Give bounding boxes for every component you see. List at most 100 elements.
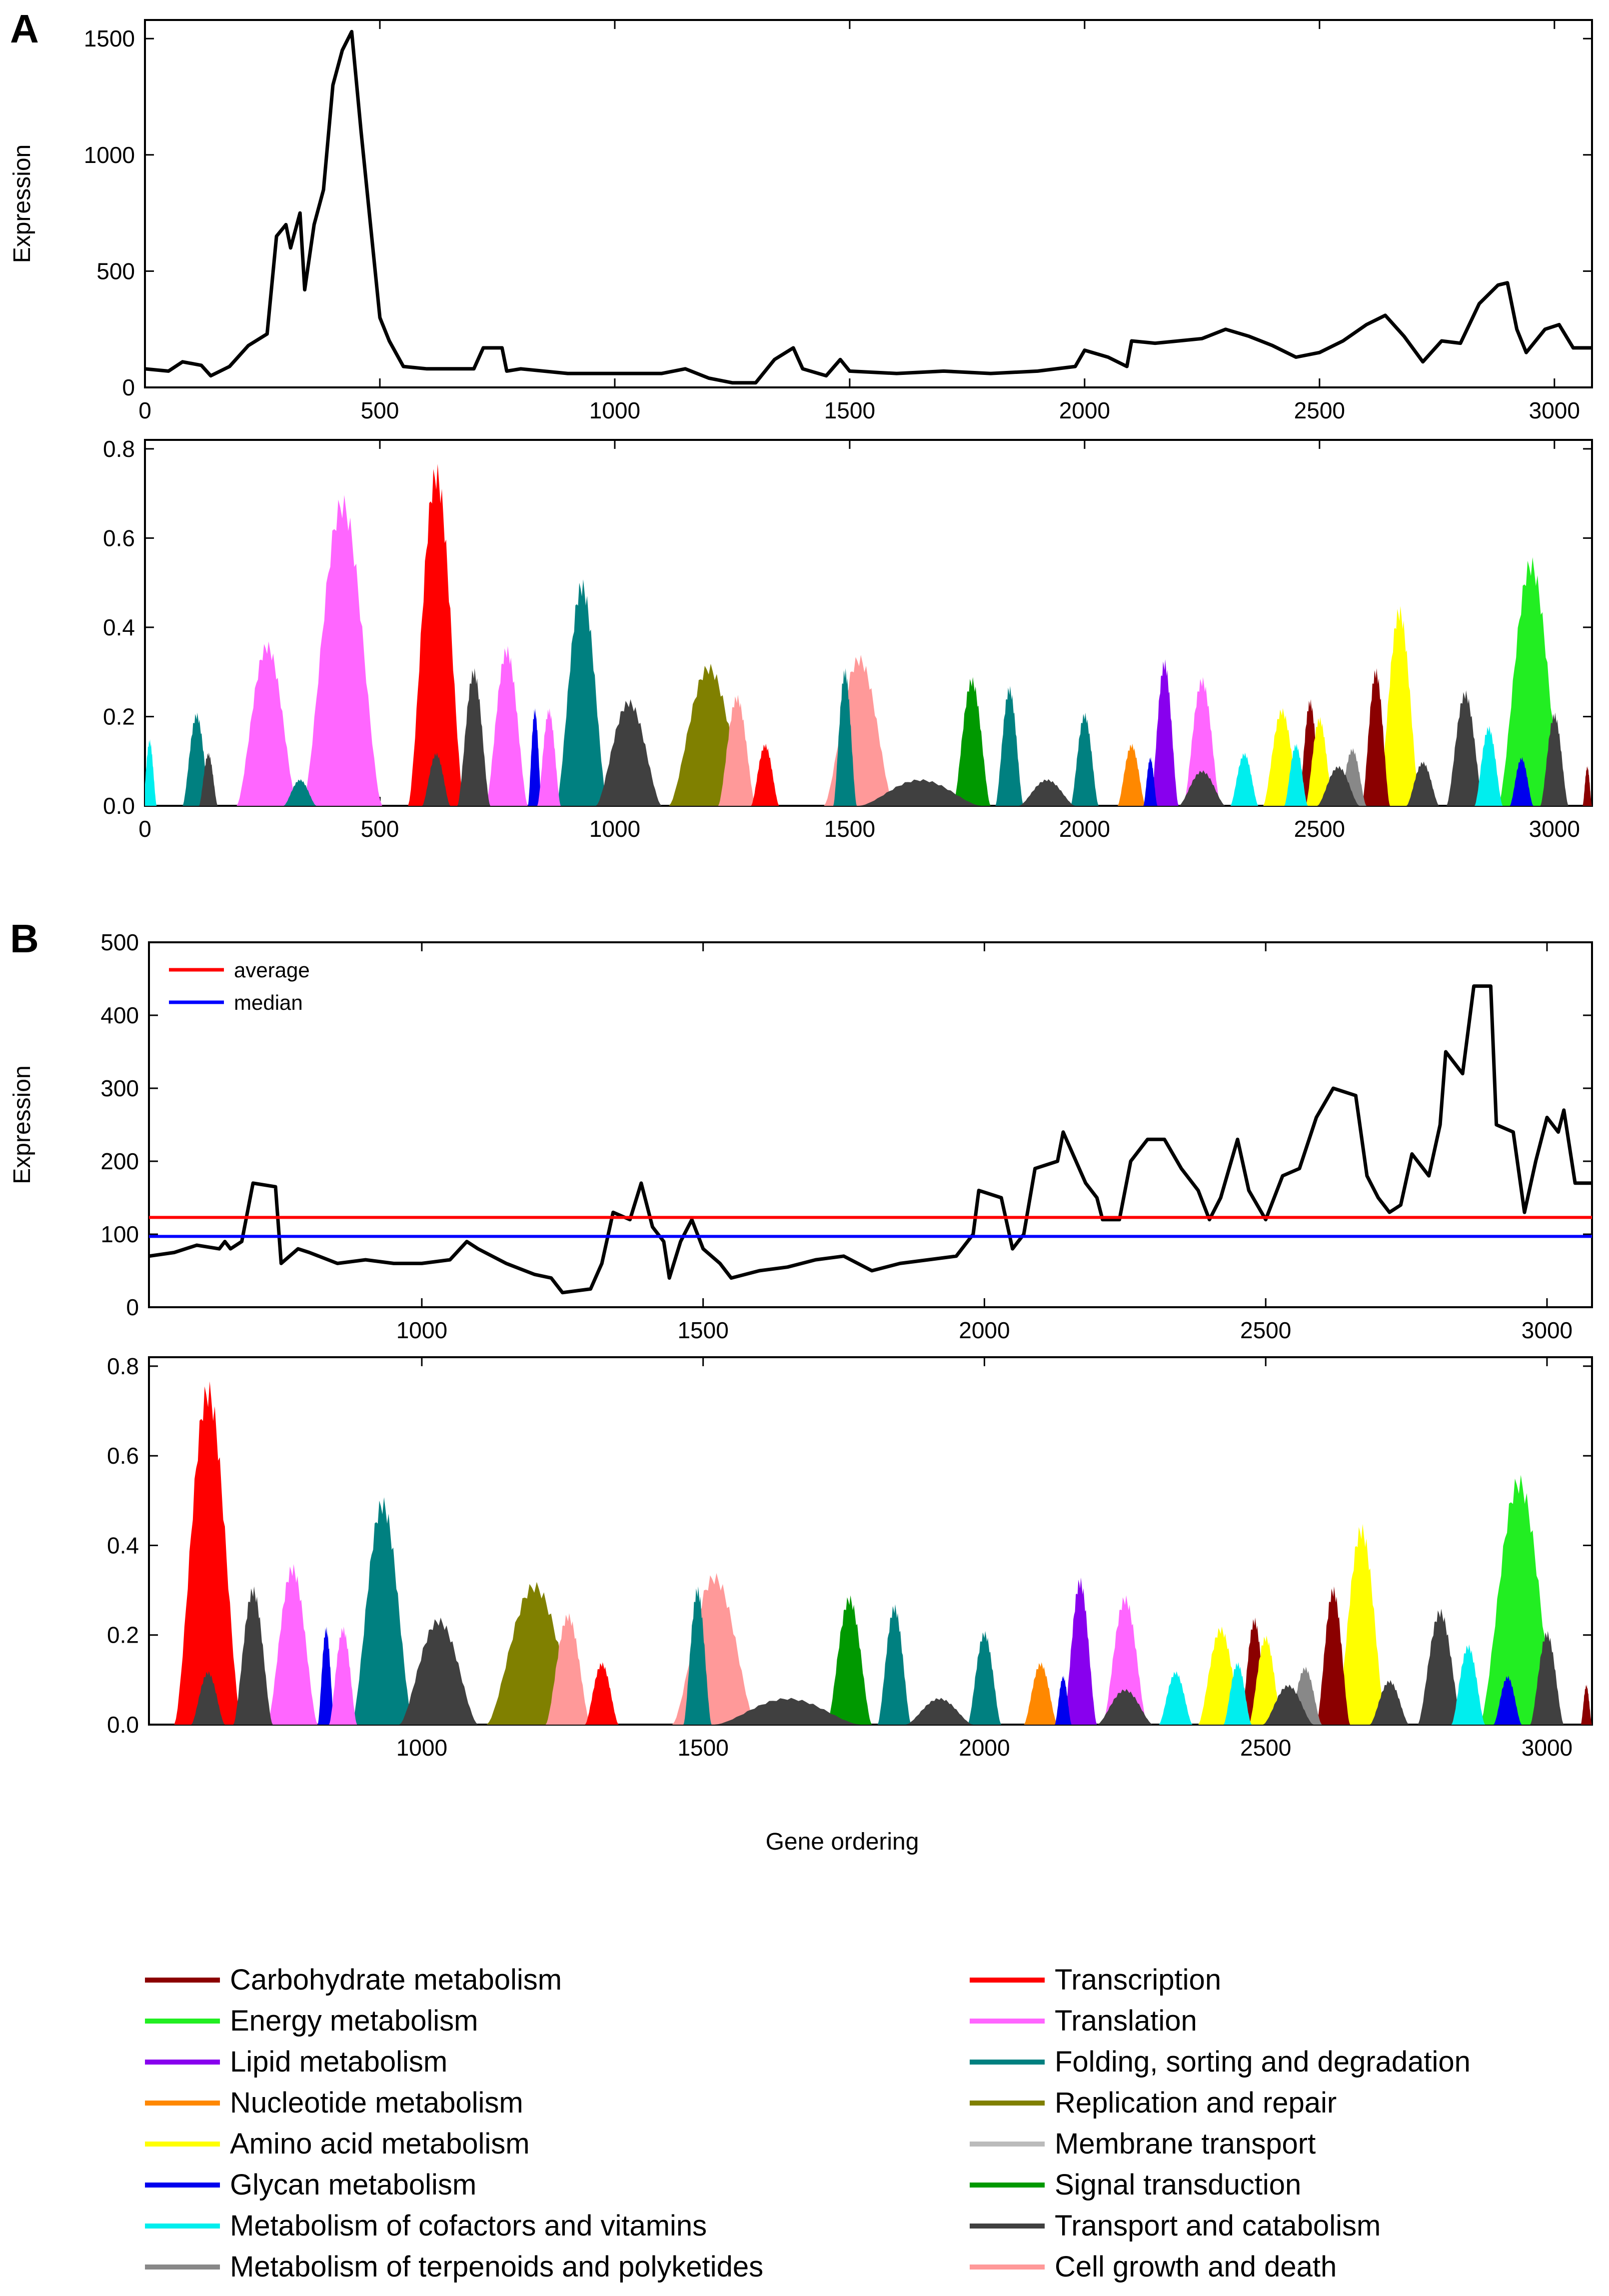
area-peak: [1150, 659, 1179, 806]
x-tick-label: 1000: [396, 1317, 447, 1343]
legend-swatch: [970, 2101, 1045, 2106]
figure-canvas: A B 0 500 1000 1500 2000 2500 3000050010001500…: [0, 6, 1593, 1855]
area-peak: [236, 641, 298, 806]
panel-a-expression-chart: 0 500 1000 1500 2000 2500 3000 0 500 1000 1500 Expr…: [9, 19, 1593, 423]
area-peak: [1097, 1689, 1154, 1725]
area-peak: [1249, 1635, 1283, 1725]
legend-label: Metabolism of cofactors and vitamins: [230, 2210, 707, 2242]
legend-label: Transport and catabolism: [1055, 2210, 1381, 2242]
area-peak: [1055, 1675, 1072, 1725]
x-tick-label: 1000: [589, 816, 640, 842]
y-tick-label: 0.8: [103, 436, 135, 462]
x-tick-label: 1500: [677, 1735, 728, 1761]
x-tick-label: 1500: [824, 816, 875, 842]
area-peak: [1362, 668, 1390, 806]
area-peak: [1406, 761, 1440, 806]
area-peak: [1284, 743, 1308, 806]
plot-frame: [144, 19, 1593, 388]
panel-a-category-chart: 0 500 1000 1500 2000 2500 3000 0.0 0.2 0.4 0.6 0.8: [103, 436, 1593, 842]
y-tick-label: 0.2: [103, 703, 135, 729]
area-peak: [302, 495, 382, 806]
legend-swatch: [970, 2183, 1045, 2188]
area-peak: [1143, 757, 1158, 806]
legend-label: Folding, sorting and degradation: [1055, 2046, 1471, 2078]
area-peak: [0, 1560, 42, 1725]
area-peak: [995, 686, 1024, 806]
area-peak: [1581, 1684, 1592, 1725]
area-peak: [485, 646, 528, 806]
legend-swatch: [145, 2060, 220, 2065]
area-peak: [1263, 1684, 1314, 1725]
area-peak: [967, 1631, 1002, 1725]
area-peak: [1336, 1524, 1387, 1725]
y-axis-label: Expression: [9, 144, 35, 263]
area-peak: [1019, 779, 1076, 806]
area-peak: [1418, 1609, 1463, 1725]
area-peak: [25, 1698, 64, 1725]
area-peak: [1230, 752, 1259, 806]
area-peak: [1223, 1662, 1252, 1725]
y-tick-label: 1500: [84, 25, 135, 51]
y-tick-label: 300: [100, 1075, 139, 1101]
area-peak: [833, 668, 857, 806]
legend-swatch: [145, 2101, 220, 2106]
x-tick-label: 2000: [1059, 816, 1110, 842]
legend-label: Metabolism of terpenoids and polyketides: [230, 2251, 764, 2283]
y-tick-label: 0: [122, 374, 135, 400]
x-tick-label: 0: [138, 397, 151, 423]
x-tick-label: 2500: [1240, 1735, 1291, 1761]
y-tick-label: 500: [100, 929, 139, 955]
y-tick-label: 400: [100, 1002, 139, 1028]
x-tick-label: 500: [361, 397, 399, 423]
area-peak: [1063, 1577, 1097, 1725]
area-peak: [827, 1595, 872, 1725]
area-peak: [1583, 766, 1592, 806]
legend-swatch: [145, 2265, 220, 2270]
area-peak: [1510, 757, 1534, 806]
area-peak: [672, 1573, 757, 1725]
y-tick-label: 0.6: [103, 525, 135, 551]
legend-label: Membrane transport: [1055, 2128, 1316, 2160]
y-tick-label: 100: [100, 1221, 139, 1247]
x-tick-label: 1000: [589, 397, 640, 423]
panel-b-expression-chart: 1000 1500 2000 2500 3000 0 100 200 300 400 500 Expr…: [9, 929, 1593, 1343]
area-peak: [267, 1564, 318, 1725]
y-tick-label: 0.4: [107, 1532, 139, 1558]
area-peak: [1530, 1631, 1564, 1725]
area-peak: [1494, 1675, 1522, 1725]
area-peak: [1451, 1644, 1486, 1725]
area-peak: [408, 464, 465, 806]
area-peak: [329, 1626, 357, 1725]
area-peak: [877, 1604, 912, 1725]
y-tick-label: 0.4: [103, 614, 135, 640]
x-tick-label: 3000: [1529, 816, 1580, 842]
x-tick-label: 2500: [1294, 397, 1345, 423]
legend-swatch: [145, 2019, 220, 2024]
x-tick-label: 3000: [1529, 397, 1580, 423]
area-peak: [905, 1698, 973, 1725]
area-peak: [528, 708, 542, 806]
legend-label: Lipid metabolism: [230, 2046, 448, 2078]
area-peak: [145, 739, 157, 806]
area-peak: [1498, 557, 1564, 806]
area-peak: [596, 699, 662, 806]
area-peak: [1370, 1680, 1410, 1725]
legend-label-median: median: [234, 991, 303, 1014]
plot-frame: [148, 941, 1593, 1308]
legend-label: Translation: [1055, 2005, 1197, 2037]
x-tick-label: 1500: [677, 1317, 728, 1343]
x-tick-label: 3000: [1522, 1735, 1573, 1761]
legend-swatch: [970, 1978, 1045, 1983]
y-tick-label: 0.2: [107, 1622, 139, 1648]
area-peak: [191, 1671, 225, 1725]
x-tick-label: 500: [361, 816, 399, 842]
area-peak: [714, 1698, 861, 1725]
y-tick-label: 0.8: [107, 1353, 139, 1379]
area-peak: [859, 779, 982, 806]
area-peak: [317, 1626, 335, 1725]
x-tick-label: 0: [138, 816, 151, 842]
area-peak: [1479, 1475, 1559, 1725]
area-peak: [545, 1613, 591, 1725]
area-peak: [953, 677, 991, 806]
x-tick-label: 1000: [396, 1735, 447, 1761]
